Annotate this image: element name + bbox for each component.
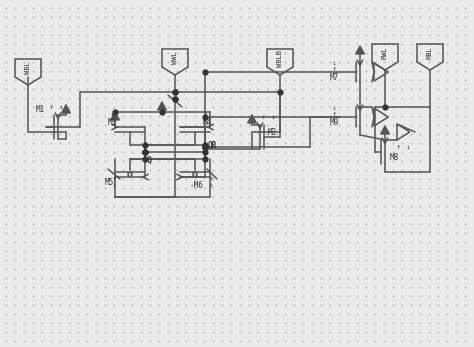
Text: f: f bbox=[332, 67, 335, 71]
Text: M5: M5 bbox=[105, 178, 114, 186]
Text: QB: QB bbox=[208, 141, 217, 150]
Text: f: f bbox=[209, 177, 212, 181]
Text: f: f bbox=[110, 112, 113, 118]
Text: M8: M8 bbox=[390, 152, 399, 161]
Polygon shape bbox=[247, 115, 256, 123]
Text: RWL: RWL bbox=[382, 46, 388, 59]
Text: i: i bbox=[209, 183, 212, 187]
Polygon shape bbox=[356, 46, 365, 54]
Polygon shape bbox=[110, 112, 119, 120]
Text: i: i bbox=[112, 183, 115, 187]
Text: f  i: f i bbox=[262, 115, 275, 119]
Text: M7: M7 bbox=[330, 73, 339, 82]
Text: M3: M3 bbox=[108, 118, 117, 127]
Text: M9: M9 bbox=[330, 118, 339, 127]
Text: f  i: f i bbox=[397, 144, 410, 150]
Text: RBL: RBL bbox=[427, 46, 433, 59]
Text: f: f bbox=[332, 111, 335, 117]
Text: f  i: f i bbox=[50, 104, 63, 110]
Text: f: f bbox=[203, 112, 206, 118]
Text: i: i bbox=[332, 60, 335, 66]
Text: M1: M1 bbox=[36, 104, 45, 113]
Text: -M6: -M6 bbox=[190, 180, 204, 189]
Text: WBLB: WBLB bbox=[277, 50, 283, 67]
Polygon shape bbox=[62, 105, 71, 113]
Text: M2: M2 bbox=[268, 127, 277, 136]
Text: f: f bbox=[112, 177, 115, 181]
Text: WWL: WWL bbox=[172, 52, 178, 65]
Text: WBL: WBL bbox=[25, 62, 31, 74]
Text: i: i bbox=[332, 105, 335, 110]
Polygon shape bbox=[157, 102, 166, 110]
Text: Q: Q bbox=[147, 155, 152, 164]
Polygon shape bbox=[381, 126, 390, 134]
Text: M4: M4 bbox=[203, 118, 212, 127]
